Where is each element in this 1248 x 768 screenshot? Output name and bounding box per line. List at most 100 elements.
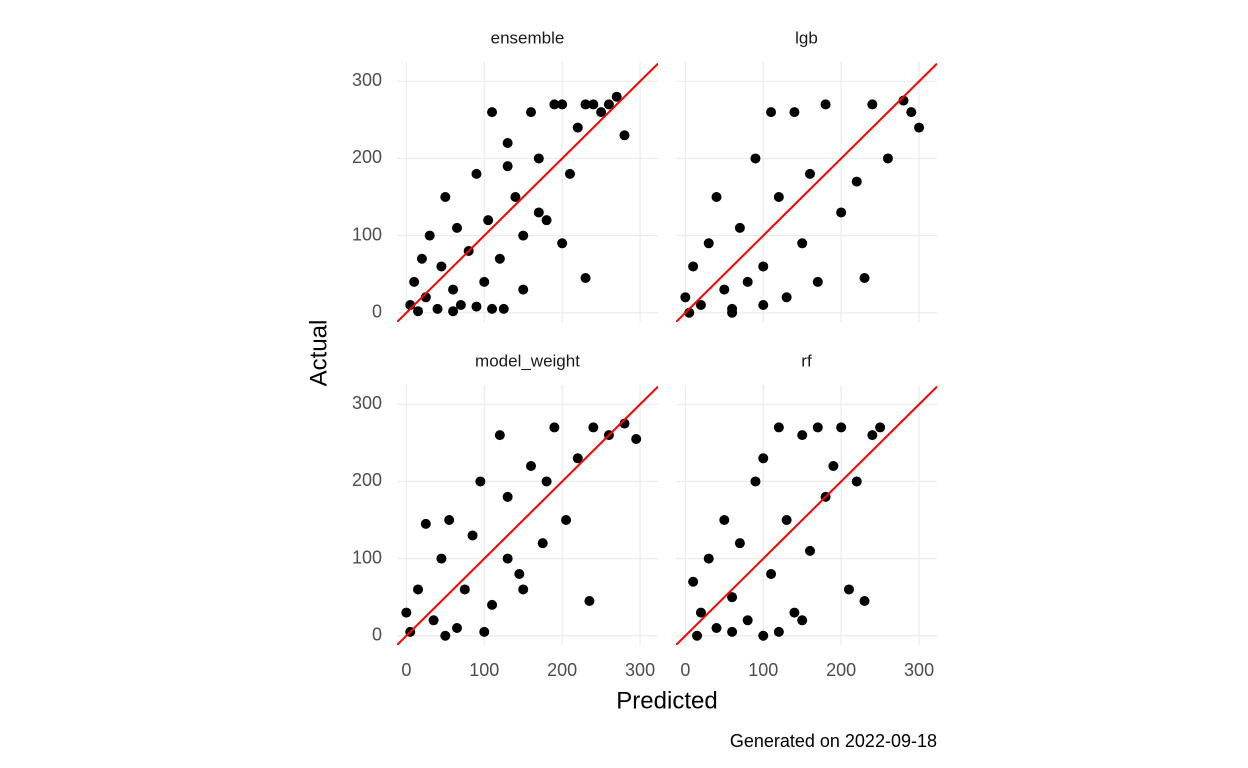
- point: [409, 276, 420, 287]
- facet-panel: lgb: [676, 28, 937, 322]
- point: [695, 300, 706, 311]
- point: [451, 623, 462, 634]
- facet-title: lgb: [795, 28, 818, 47]
- point: [518, 584, 529, 595]
- point: [533, 207, 544, 218]
- point: [611, 91, 622, 102]
- point: [564, 168, 575, 179]
- facet-title: rf: [801, 351, 812, 370]
- point: [502, 161, 513, 172]
- point: [487, 303, 498, 314]
- point: [471, 168, 482, 179]
- point: [479, 276, 490, 287]
- point: [580, 273, 591, 284]
- point: [479, 626, 490, 637]
- point: [467, 530, 478, 541]
- x-tick-label: 300: [625, 660, 655, 680]
- point: [487, 599, 498, 610]
- point: [859, 273, 870, 284]
- reference-line: [397, 385, 658, 645]
- point: [695, 607, 706, 618]
- x-tick-label: 300: [904, 660, 934, 680]
- point: [851, 176, 862, 187]
- point: [494, 253, 505, 264]
- point: [727, 307, 738, 318]
- point: [444, 515, 455, 526]
- point: [526, 461, 537, 472]
- point: [766, 107, 777, 118]
- point: [773, 626, 784, 637]
- reference-line: [676, 62, 937, 322]
- facet-panel: rf 0 100 200 300: [676, 351, 937, 680]
- point: [451, 222, 462, 233]
- point: [836, 422, 847, 433]
- point: [588, 422, 599, 433]
- point: [789, 107, 800, 118]
- point: [428, 615, 439, 626]
- point: [797, 238, 808, 249]
- point: [805, 168, 816, 179]
- point: [750, 476, 761, 487]
- point: [436, 553, 447, 564]
- point: [711, 192, 722, 203]
- point: [518, 230, 529, 241]
- point: [797, 615, 808, 626]
- point: [773, 192, 784, 203]
- point: [805, 545, 816, 556]
- caption: Generated on 2022-09-18: [730, 731, 937, 751]
- point: [549, 99, 560, 110]
- point: [603, 99, 614, 110]
- facet-panel: ensemble 0 100 200 300: [352, 28, 658, 322]
- point: [867, 99, 878, 110]
- point: [619, 130, 630, 141]
- point: [789, 607, 800, 618]
- point: [549, 422, 560, 433]
- point: [703, 553, 714, 564]
- facet-title: model_weight: [475, 351, 580, 370]
- point: [413, 584, 424, 595]
- facet-title: ensemble: [491, 28, 565, 47]
- point: [475, 476, 486, 487]
- point: [541, 215, 552, 226]
- point: [440, 192, 451, 203]
- point: [572, 122, 583, 133]
- point: [580, 99, 591, 110]
- point: [758, 300, 769, 311]
- reference-line: [676, 385, 937, 645]
- point: [631, 434, 642, 445]
- point: [401, 607, 412, 618]
- point: [820, 99, 831, 110]
- point: [588, 99, 599, 110]
- point: [533, 153, 544, 164]
- point: [448, 284, 459, 295]
- point: [502, 553, 513, 564]
- point: [688, 576, 699, 587]
- point: [875, 422, 886, 433]
- point: [459, 584, 470, 595]
- point: [812, 276, 823, 287]
- x-tick-label: 0: [401, 660, 411, 680]
- point: [742, 276, 753, 287]
- point: [758, 261, 769, 272]
- point: [502, 491, 513, 502]
- point: [692, 630, 703, 641]
- point: [596, 107, 607, 118]
- point: [867, 430, 878, 441]
- point: [584, 596, 595, 607]
- point: [734, 538, 745, 549]
- y-tick-label: 200: [352, 470, 382, 490]
- point: [781, 292, 792, 303]
- point: [734, 222, 745, 233]
- point: [882, 153, 893, 164]
- point: [758, 453, 769, 464]
- point: [537, 538, 548, 549]
- point: [758, 630, 769, 641]
- x-tick-label: 0: [680, 660, 690, 680]
- point: [436, 261, 447, 272]
- point: [455, 300, 466, 311]
- point: [906, 107, 917, 118]
- x-tick-label: 200: [547, 660, 577, 680]
- x-axis-label: Predicted: [616, 687, 717, 714]
